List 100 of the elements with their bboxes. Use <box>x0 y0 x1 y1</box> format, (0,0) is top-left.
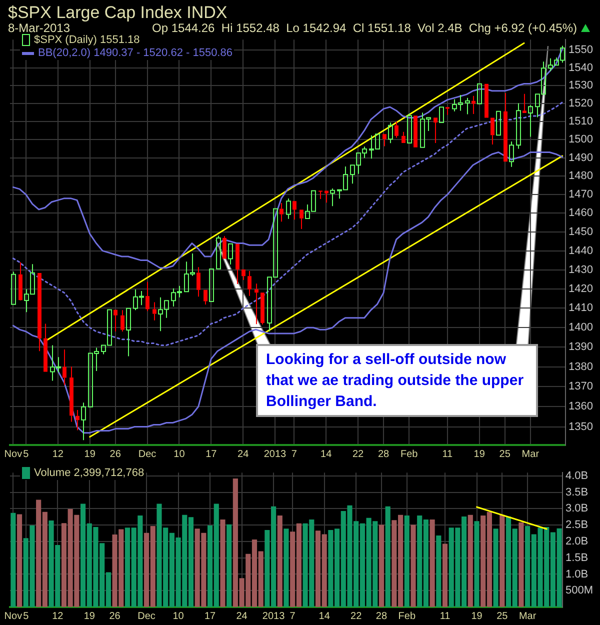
candlestick <box>222 236 226 259</box>
y-tick-label: 1380 <box>568 360 594 373</box>
x-tick-label: 28 <box>376 610 388 622</box>
candlestick <box>516 102 521 150</box>
candlestick <box>204 290 208 306</box>
y-tick-label: 500M <box>565 584 594 597</box>
x-tick-label: 5 <box>23 610 30 622</box>
bar <box>277 516 282 607</box>
y-tick-label: 1550 <box>568 44 594 56</box>
y-tick-label: 1540 <box>568 62 594 74</box>
y-tick-label: 1350 <box>568 420 594 433</box>
candlestick <box>292 201 296 220</box>
y-tick-label: 1490 <box>568 152 594 164</box>
x-tick-label: 19 <box>474 448 486 460</box>
y-tick-label: 1450 <box>568 226 594 238</box>
x-tick-label: 12 <box>52 610 64 622</box>
x-tick-label: Feb <box>398 610 416 622</box>
bar <box>442 544 448 607</box>
x-tick-label: Mar <box>522 448 540 460</box>
x-tick-label: 25 <box>499 448 511 460</box>
candlestick <box>114 310 118 332</box>
candlestick <box>465 97 470 115</box>
candlestick <box>522 93 526 113</box>
candlestick <box>76 410 80 431</box>
candlestick <box>196 266 200 298</box>
legend-label: BB(20,2.0) 1490.37 - 1520.62 - 1550.86 <box>37 47 232 60</box>
x-tick-label: 2013 <box>264 448 287 460</box>
candlestick <box>81 402 86 441</box>
candlestick <box>62 349 66 386</box>
chart-title: $SPX Large Cap Index INDX <box>8 3 228 23</box>
y-tick-label: 2.5B <box>565 519 588 532</box>
x-tick-label: Mar <box>518 610 537 622</box>
bar <box>220 519 226 607</box>
x-tick-label: 26 <box>110 448 122 460</box>
y-tick-label: 1510 <box>568 115 594 128</box>
line-series <box>12 102 564 346</box>
candlestick <box>260 292 264 326</box>
x-tick-label: 11 <box>440 610 451 622</box>
x-tick-label: 11 <box>442 448 454 460</box>
y-tick-label: 1430 <box>568 264 594 276</box>
x-tick-label: 19 <box>84 610 96 622</box>
y-tick-label: 1.0B <box>565 568 588 580</box>
bar <box>493 528 498 607</box>
x-tick-label: 10 <box>174 448 186 460</box>
x-tick-label: 26 <box>109 610 121 622</box>
x-tick-label: 22 <box>352 448 364 460</box>
candlestick <box>120 310 124 332</box>
candlestick <box>11 271 16 305</box>
candlestick <box>242 269 246 280</box>
x-tick-label: 25 <box>496 610 508 622</box>
x-tick-label: 7 <box>290 610 296 622</box>
x-tick-label: 12 <box>52 448 64 460</box>
bar <box>436 536 442 607</box>
candlestick <box>280 202 284 222</box>
x-tick-label: 24 <box>236 610 248 622</box>
candlestick <box>472 95 476 115</box>
x-tick-label: 14 <box>320 448 332 460</box>
candlestick <box>248 270 252 296</box>
y-tick-label: 1440 <box>568 244 594 257</box>
candlestick <box>318 190 322 200</box>
x-tick-label: Dec <box>138 448 156 460</box>
x-tick-label: Nov <box>4 610 22 622</box>
x-tick-label: 28 <box>378 448 390 460</box>
candlestick <box>528 104 533 138</box>
candlestick <box>18 262 22 300</box>
candlestick <box>70 366 74 422</box>
bar <box>378 524 384 607</box>
candlestick <box>300 210 304 230</box>
bar <box>410 524 416 607</box>
candlestick <box>254 283 258 325</box>
legend-label: Volume 2,399,712,768 <box>22 467 144 480</box>
bar <box>468 514 473 607</box>
legend-label: $SPX (Daily) 1551.18 <box>33 34 141 47</box>
bar <box>518 522 524 607</box>
y-tick-label: 1420 <box>568 282 594 295</box>
x-tick-label: 19 <box>84 448 96 460</box>
bar <box>10 512 16 607</box>
y-tick-label: 1370 <box>568 380 594 393</box>
bar <box>284 528 289 607</box>
x-tick-label: 14 <box>318 610 330 622</box>
candlestick <box>402 131 406 143</box>
annotation: Looking for a sell-off outside now that we ae trading outside the upper Bollinger Band. <box>256 344 538 417</box>
x-tick-label: 17 <box>204 610 216 622</box>
bar <box>226 524 232 607</box>
x-tick-label: 22 <box>350 610 362 622</box>
y-tick-label: 4.0B <box>565 470 588 482</box>
y-tick-label: 3.5B <box>565 486 588 498</box>
x-tick-label: Feb <box>400 448 418 460</box>
candlestick <box>434 118 438 144</box>
y-tick-label: 2.0B <box>565 535 588 548</box>
x-tick-label: 5 <box>23 448 30 460</box>
bar <box>474 521 480 607</box>
x-tick-label: 2013 <box>262 610 286 622</box>
x-tick-label: Dec <box>138 610 156 622</box>
x-tick-label: 24 <box>238 448 250 460</box>
candlestick <box>44 323 48 372</box>
candlestick <box>152 302 156 321</box>
candlestick <box>394 121 398 138</box>
candlestick <box>236 244 240 284</box>
candlestick <box>382 134 386 147</box>
